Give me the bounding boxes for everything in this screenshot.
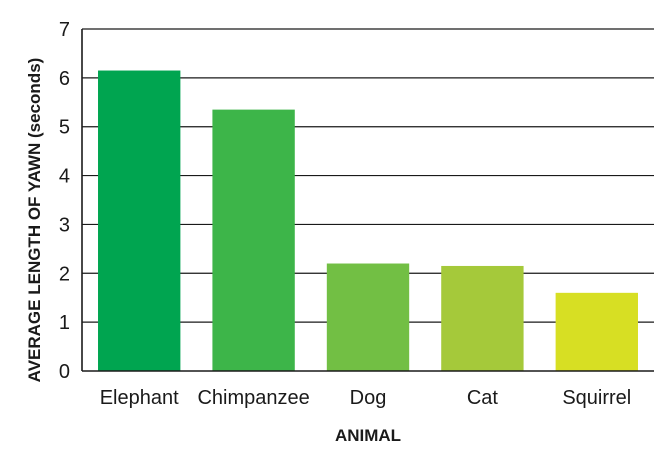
bar-elephant xyxy=(98,70,181,372)
bar-dog xyxy=(326,263,410,371)
y-tick-label: 4 xyxy=(59,166,70,188)
x-tick-label: Cat xyxy=(467,387,499,409)
y-tick-label: 2 xyxy=(59,263,70,285)
y-axis-title: AVERAGE LENGTH OF YAWN (seconds) xyxy=(25,58,44,383)
x-tick-label: Squirrel xyxy=(562,387,631,409)
x-tick-label: Elephant xyxy=(100,387,179,409)
y-tick-label: 1 xyxy=(59,312,70,334)
x-tick-label: Chimpanzee xyxy=(197,387,309,409)
bars xyxy=(98,70,638,372)
y-tick-labels: 0 1 2 3 4 5 6 7 xyxy=(59,19,70,383)
y-tick-label: 7 xyxy=(59,19,70,41)
x-tick-label: Dog xyxy=(350,387,387,409)
bar-squirrel xyxy=(555,292,638,371)
y-tick-label: 5 xyxy=(59,117,70,139)
y-tick-label: 0 xyxy=(59,361,70,383)
bar-chimpanzee xyxy=(212,109,295,371)
y-tick-label: 3 xyxy=(59,214,70,236)
bar-cat xyxy=(441,265,524,371)
x-axis-title: ANIMAL xyxy=(335,426,401,445)
y-tick-label: 6 xyxy=(59,68,70,90)
x-tick-labels: Elephant Chimpanzee Dog Cat Squirrel xyxy=(100,387,632,409)
